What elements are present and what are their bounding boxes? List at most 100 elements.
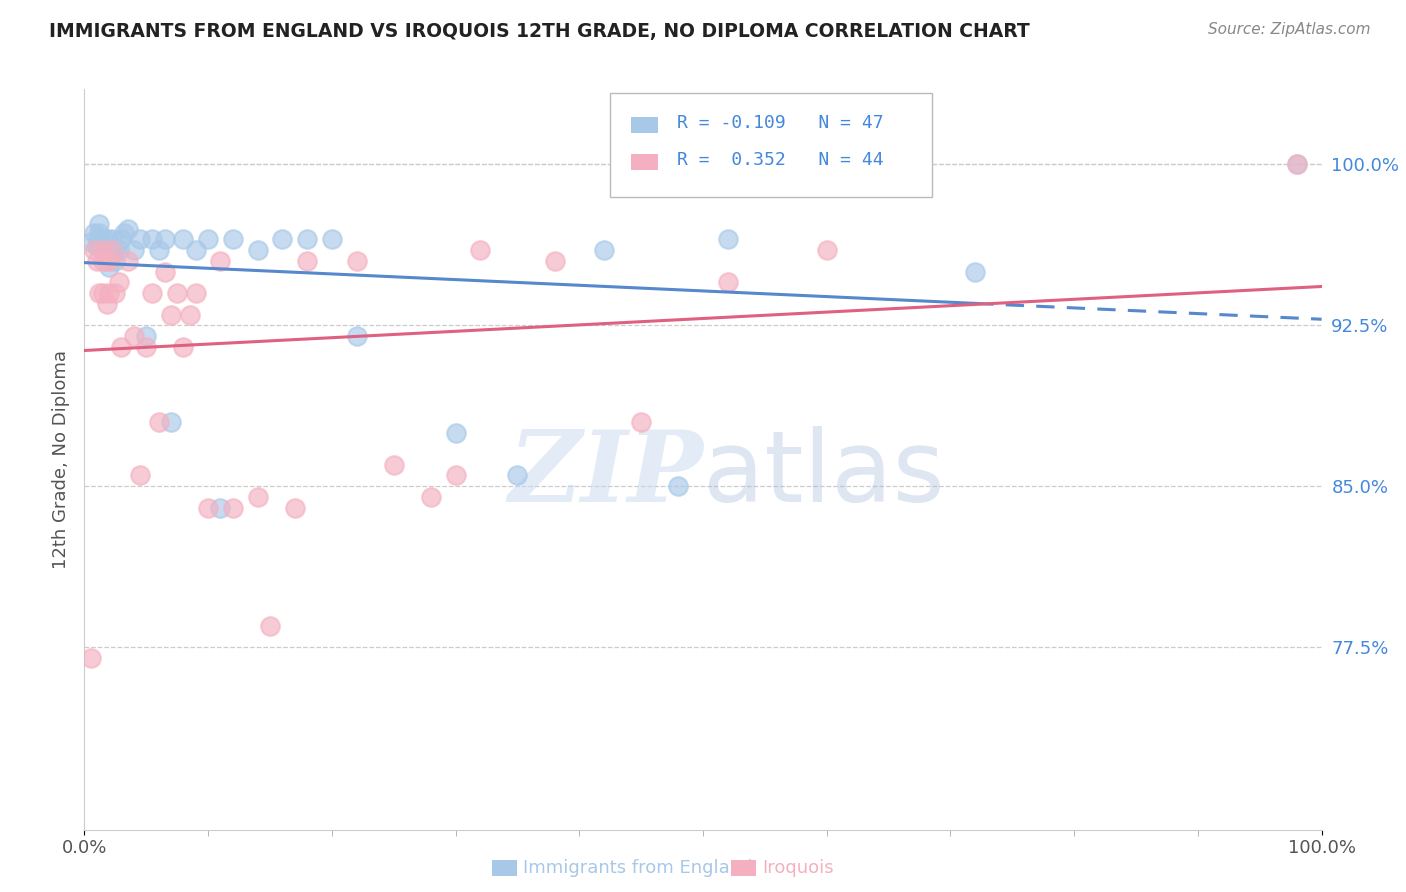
Point <box>284 500 307 515</box>
Point <box>79 651 101 665</box>
FancyBboxPatch shape <box>610 93 932 196</box>
Point <box>117 253 139 268</box>
Point <box>98 286 121 301</box>
Point <box>91 232 114 246</box>
Point <box>295 253 318 268</box>
Point <box>630 415 652 429</box>
Point <box>83 243 105 257</box>
Point <box>246 243 269 257</box>
Text: Immigrants from England: Immigrants from England <box>523 859 752 877</box>
Point <box>593 243 616 257</box>
Point <box>543 253 565 268</box>
Point <box>135 329 157 343</box>
Point <box>444 468 467 483</box>
Point <box>184 286 207 301</box>
Point <box>89 218 111 232</box>
Point <box>222 500 245 515</box>
Point <box>346 253 368 268</box>
Point <box>160 415 183 429</box>
Point <box>141 286 163 301</box>
Point <box>815 243 838 257</box>
Point <box>470 243 492 257</box>
Point <box>666 479 689 493</box>
Point <box>717 276 740 290</box>
Y-axis label: 12th Grade, No Diploma: 12th Grade, No Diploma <box>52 350 70 569</box>
Point <box>135 340 157 354</box>
Point <box>96 247 118 261</box>
Text: Iroquois: Iroquois <box>762 859 834 877</box>
Point <box>91 239 114 253</box>
Point <box>321 232 343 246</box>
Point <box>179 308 201 322</box>
Point <box>110 232 132 246</box>
Point <box>965 264 987 278</box>
Point <box>259 618 281 632</box>
Point <box>141 232 163 246</box>
Point <box>153 264 176 278</box>
Point <box>129 468 152 483</box>
Point <box>382 458 405 472</box>
Point <box>91 243 114 257</box>
Text: ZIP: ZIP <box>508 426 703 523</box>
Point <box>91 286 114 301</box>
FancyBboxPatch shape <box>631 117 658 133</box>
Point <box>172 232 194 246</box>
Point <box>91 253 114 268</box>
Text: IMMIGRANTS FROM ENGLAND VS IROQUOIS 12TH GRADE, NO DIPLOMA CORRELATION CHART: IMMIGRANTS FROM ENGLAND VS IROQUOIS 12TH… <box>49 22 1031 41</box>
Point <box>166 286 188 301</box>
Point <box>148 243 170 257</box>
FancyBboxPatch shape <box>631 153 658 169</box>
Point <box>98 260 121 275</box>
Point <box>108 243 131 257</box>
Point <box>1285 157 1308 171</box>
Point <box>83 226 105 240</box>
Point <box>197 232 219 246</box>
Point <box>419 490 441 504</box>
Point <box>346 329 368 343</box>
Point <box>246 490 269 504</box>
Point <box>129 232 152 246</box>
Point <box>89 286 111 301</box>
Point <box>117 221 139 235</box>
Point <box>79 235 101 249</box>
Point <box>104 243 127 257</box>
Point <box>122 243 145 257</box>
Point <box>108 276 131 290</box>
Point <box>172 340 194 354</box>
Text: R =  0.352   N = 44: R = 0.352 N = 44 <box>678 152 883 169</box>
Point <box>197 500 219 515</box>
Point <box>96 297 118 311</box>
Point <box>717 232 740 246</box>
Text: atlas: atlas <box>703 425 945 523</box>
Point <box>209 500 232 515</box>
Point <box>86 239 108 253</box>
Point <box>295 232 318 246</box>
Point <box>122 329 145 343</box>
Point <box>96 243 118 257</box>
Point <box>271 232 294 246</box>
Point <box>100 232 122 246</box>
Point <box>110 340 132 354</box>
Point <box>506 468 529 483</box>
Point <box>153 232 176 246</box>
Point <box>89 232 111 246</box>
Point <box>222 232 245 246</box>
Point <box>112 226 135 240</box>
Point <box>160 308 183 322</box>
Point <box>148 415 170 429</box>
Point <box>184 243 207 257</box>
Point <box>96 232 118 246</box>
Point <box>100 243 122 257</box>
Text: Source: ZipAtlas.com: Source: ZipAtlas.com <box>1208 22 1371 37</box>
Point <box>444 425 467 440</box>
Text: R = -0.109   N = 47: R = -0.109 N = 47 <box>678 114 883 132</box>
Point <box>104 286 127 301</box>
Point <box>104 253 127 268</box>
Point <box>96 253 118 268</box>
Point <box>209 253 232 268</box>
Point <box>98 253 121 268</box>
Point <box>100 243 122 257</box>
Point <box>86 253 108 268</box>
Point <box>98 243 121 257</box>
Point <box>91 243 114 257</box>
